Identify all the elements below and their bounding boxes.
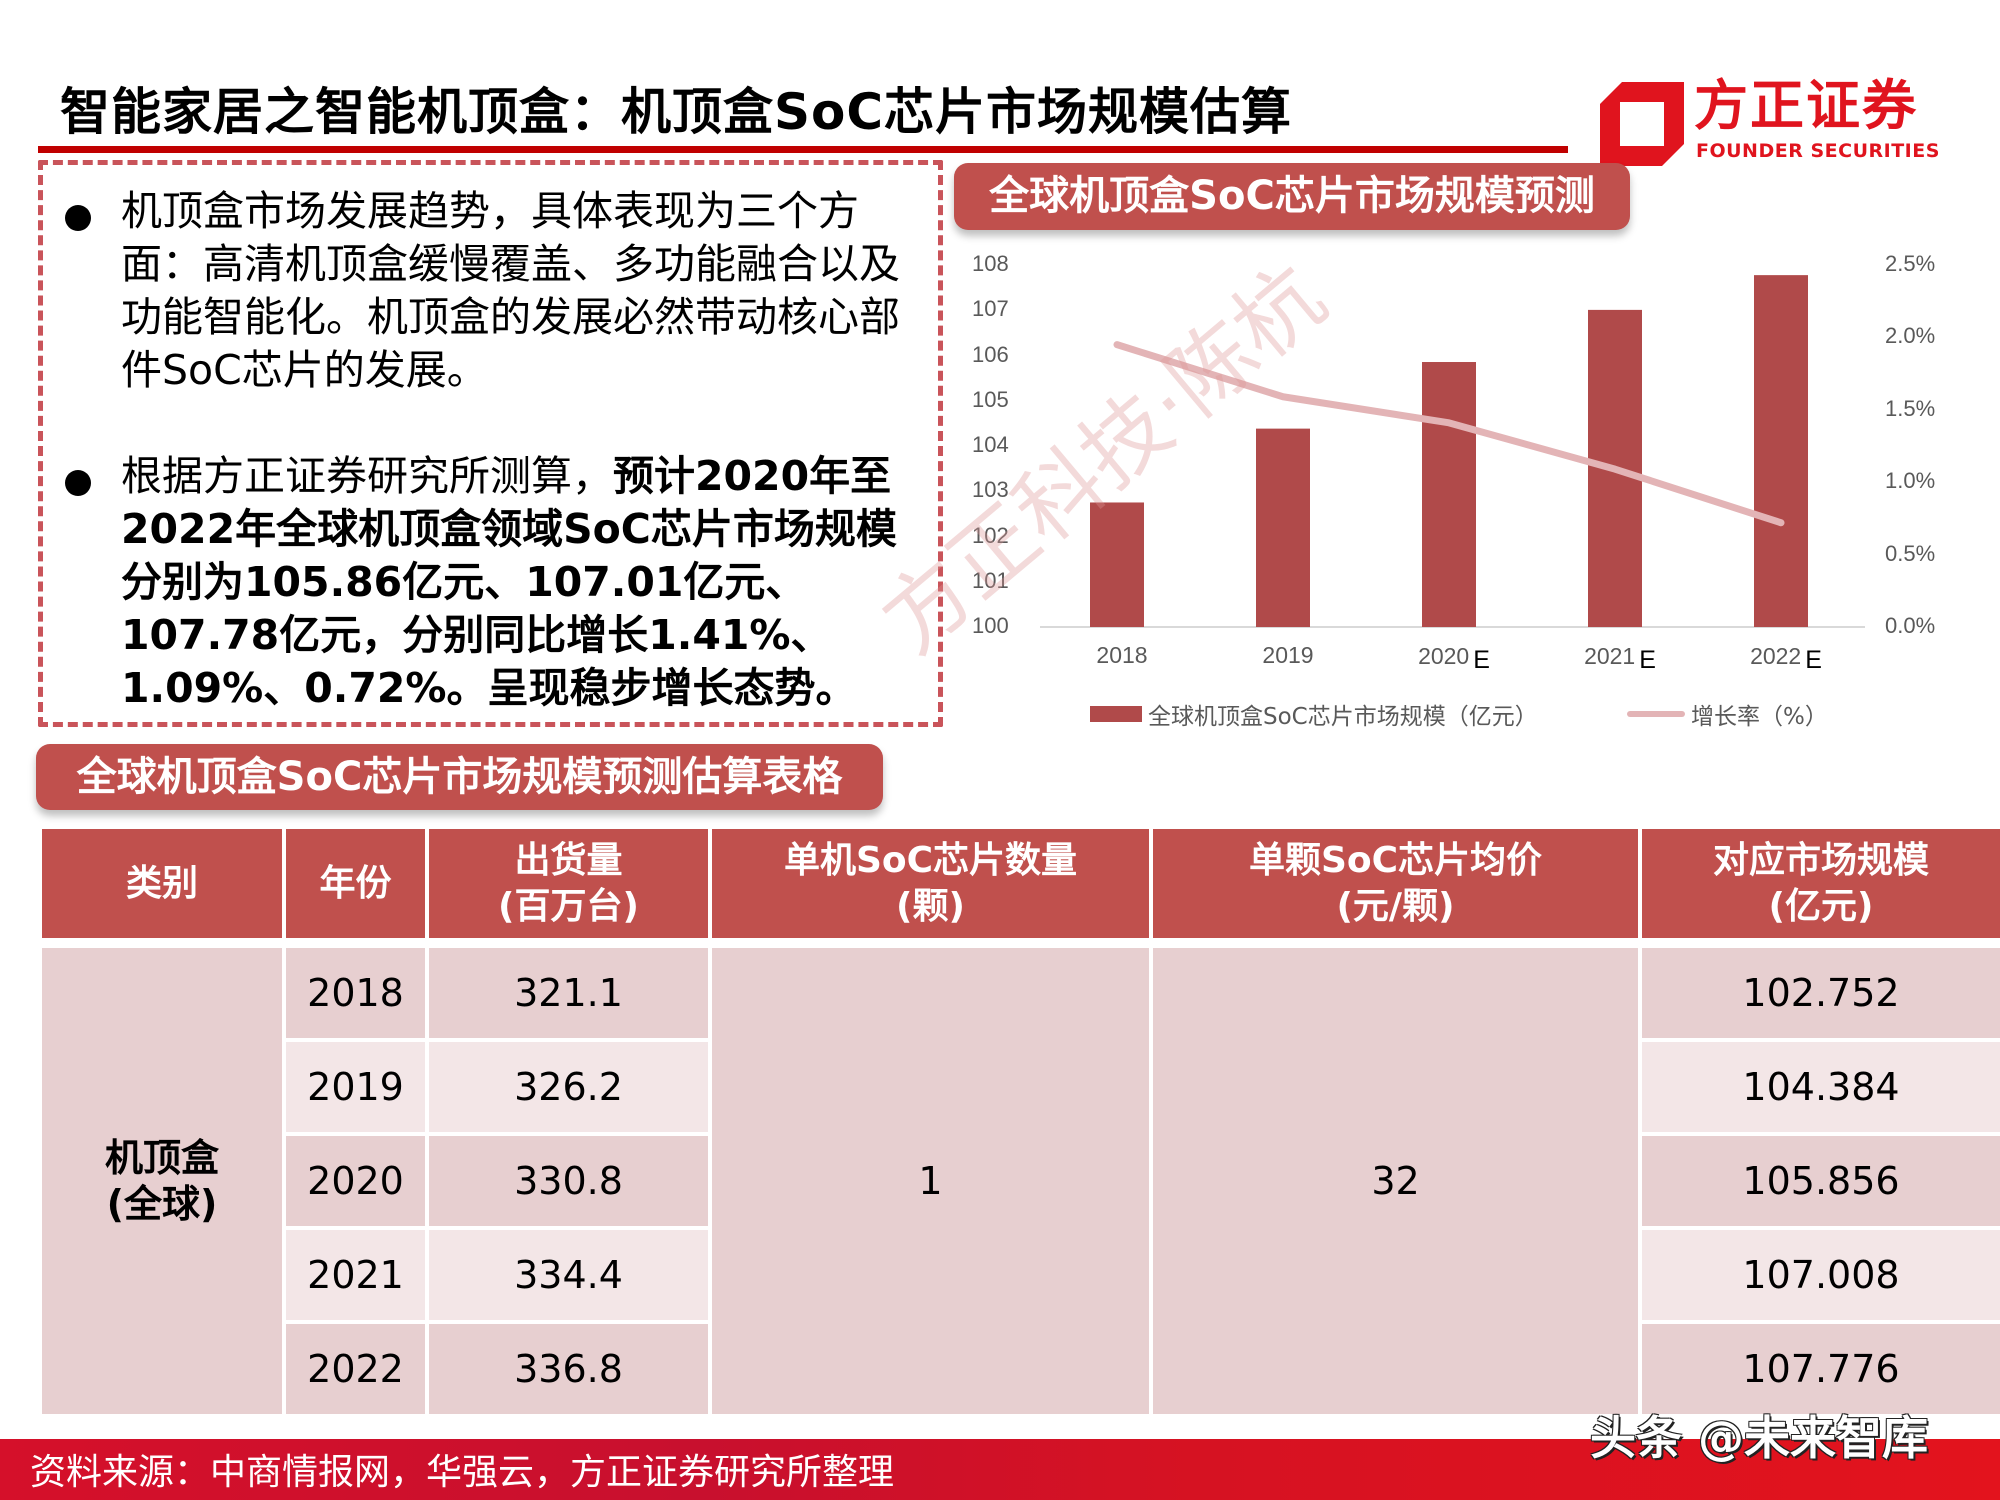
bullet-dot-icon: [65, 470, 91, 496]
shipments-cell: 321.1: [425, 944, 712, 1042]
logo-mark-icon: [1600, 82, 1684, 166]
y-left-tick: 106: [972, 341, 1009, 367]
shipments-cell: 330.8: [425, 1132, 712, 1230]
category-cell: 机顶盒 (全球): [38, 944, 286, 1418]
legend-label-market-size: 全球机顶盒SoC芯片市场规模（亿元）: [1148, 704, 1538, 730]
chart-title: 全球机顶盒SoC芯片市场规模预测: [954, 163, 1630, 230]
header-chips-per-unit: 单机SoC芯片数量 (颗): [708, 829, 1153, 942]
bullet-2-normal: 根据方正证券研究所测算，: [121, 452, 613, 500]
legend-line-swatch-icon: [1627, 711, 1685, 717]
bullet-text-1: 机顶盒市场发展趋势，具体表现为三个方面：高清机顶盒缓慢覆盖、多功能融合以及功能智…: [121, 187, 900, 394]
x-tick: 2020 E: [1418, 643, 1490, 674]
footer-band: [0, 1439, 2000, 1500]
table-row: 2021 334.4 107.008: [40, 1226, 2000, 1324]
chips-per-unit-cell: 1: [708, 944, 1153, 1418]
legend-bar-swatch-icon: [1090, 706, 1142, 722]
bar-2018: [1090, 502, 1144, 627]
header-year: 年份: [282, 829, 429, 942]
x-tick: 2019: [1262, 642, 1314, 668]
header-category: 类别: [38, 829, 286, 942]
y-left-tick: 107: [972, 296, 1009, 322]
bar-2020E: [1422, 362, 1476, 627]
y-right-tick: 0.0%: [1885, 613, 1936, 638]
bullet-text-2: 根据方正证券研究所测算，预计2020年至2022年全球机顶盒领域SoC芯片市场规…: [121, 450, 921, 715]
shipments-cell: 336.8: [425, 1320, 712, 1418]
header-shipments: 出货量 (百万台): [425, 829, 712, 942]
y-left-tick: 108: [972, 251, 1009, 276]
market-size-chart: 108 107 106 105 104 103 102 101 100 2.5% 2.0% 1.5%…: [955, 245, 2000, 735]
y-right-tick: 2.0%: [1885, 323, 1936, 349]
y-left-tick: 105: [972, 386, 1009, 412]
x-tick: 2018: [1096, 642, 1148, 668]
y-right-tick: 0.5%: [1885, 540, 1936, 566]
legend-item-market-size: 全球机顶盒SoC芯片市场规模（亿元）: [1090, 697, 1538, 731]
y-right-tick: 1.5%: [1885, 395, 1936, 421]
market-size-cell: 102.752: [1638, 944, 2000, 1042]
market-size-cell: 105.856: [1638, 1132, 2000, 1230]
y-left-tick: 104: [972, 432, 1009, 457]
table-row: 2020 330.8 105.856: [40, 1132, 2000, 1230]
y-right-tick: 1.0%: [1885, 468, 1936, 494]
year-cell: 2021: [282, 1226, 429, 1324]
bar-2019: [1256, 428, 1310, 627]
table-row: 机顶盒 (全球) 2018 321.1 1 32 102.752: [38, 944, 2000, 1418]
market-size-table: 类别 年份 出货量 (百万台) 单机SoC芯片数量 (颗) 单颗SoC芯片均价 (元/…: [38, 829, 2000, 1418]
year-cell: 2018: [282, 944, 429, 1042]
table-title: 全球机顶盒SoC芯片市场规模预测估算表格: [36, 744, 883, 810]
bullet-2-bold: 预计2020年至2022年全球机顶盒领域SoC芯片市场规模分别为105.86亿元…: [121, 452, 897, 712]
market-size-cell: 107.008: [1638, 1226, 2000, 1324]
table-row: 2022 336.8 107.776: [40, 1320, 2000, 1418]
market-size-cell: 104.384: [1638, 1038, 2000, 1136]
avg-price-cell: 32: [1149, 944, 1642, 1418]
growth-rate-line: [1113, 341, 1785, 527]
credit-watermark: 头条 @未来智库: [1590, 1411, 1929, 1465]
summary-box: 机顶盒市场发展趋势，具体表现为三个方面：高清机顶盒缓慢覆盖、多功能融合以及功能智…: [38, 160, 943, 727]
summary-bullet-2: 根据方正证券研究所测算，预计2020年至2022年全球机顶盒领域SoC芯片市场规…: [65, 450, 921, 715]
x-tick: 2021 E: [1584, 643, 1656, 674]
legend-item-growth: 增长率（%）: [1627, 697, 1828, 731]
year-cell: 2022: [282, 1320, 429, 1418]
year-cell: 2019: [282, 1038, 429, 1136]
shipments-cell: 326.2: [425, 1038, 712, 1136]
founder-securities-logo: 方正证券 FOUNDER SECURITIES: [1598, 74, 1939, 170]
header-market-size: 对应市场规模 (亿元): [1638, 829, 2000, 942]
summary-bullet-1: 机顶盒市场发展趋势，具体表现为三个方面：高清机顶盒缓慢覆盖、多功能融合以及功能智…: [65, 185, 921, 397]
y-left-tick: 102: [972, 522, 1009, 548]
year-cell: 2020: [282, 1132, 429, 1230]
x-tick: 2022 E: [1750, 643, 1822, 674]
title-underline: [38, 146, 1568, 153]
bar-2022E: [1754, 275, 1808, 627]
table-row: 2019 326.2 104.384: [40, 1038, 2000, 1136]
shipments-cell: 334.4: [425, 1226, 712, 1324]
logo-name-en: FOUNDER SECURITIES: [1696, 140, 1940, 162]
chart-plot: [1040, 275, 1865, 628]
market-size-cell: 107.776: [1638, 1320, 2000, 1418]
y-right-tick: 2.5%: [1885, 251, 1936, 276]
table-header-row: 类别 年份 出货量 (百万台) 单机SoC芯片数量 (颗) 单颗SoC芯片均价 (元/…: [38, 829, 2000, 942]
y-left-tick: 103: [972, 477, 1009, 503]
header-avg-price: 单颗SoC芯片均价 (元/颗): [1149, 829, 1642, 942]
bullet-dot-icon: [65, 205, 91, 231]
legend-label-growth: 增长率（%）: [1691, 704, 1828, 730]
logo-name-cn: 方正证券: [1694, 74, 1918, 137]
source-note: 资料来源：中商情报网，华强云，方正证券研究所整理: [30, 1452, 895, 1493]
y-left-tick: 101: [972, 567, 1009, 593]
page-title: 智能家居之智能机顶盒：机顶盒SoC芯片市场规模估算: [60, 83, 1293, 141]
y-left-tick: 100: [972, 613, 1009, 638]
